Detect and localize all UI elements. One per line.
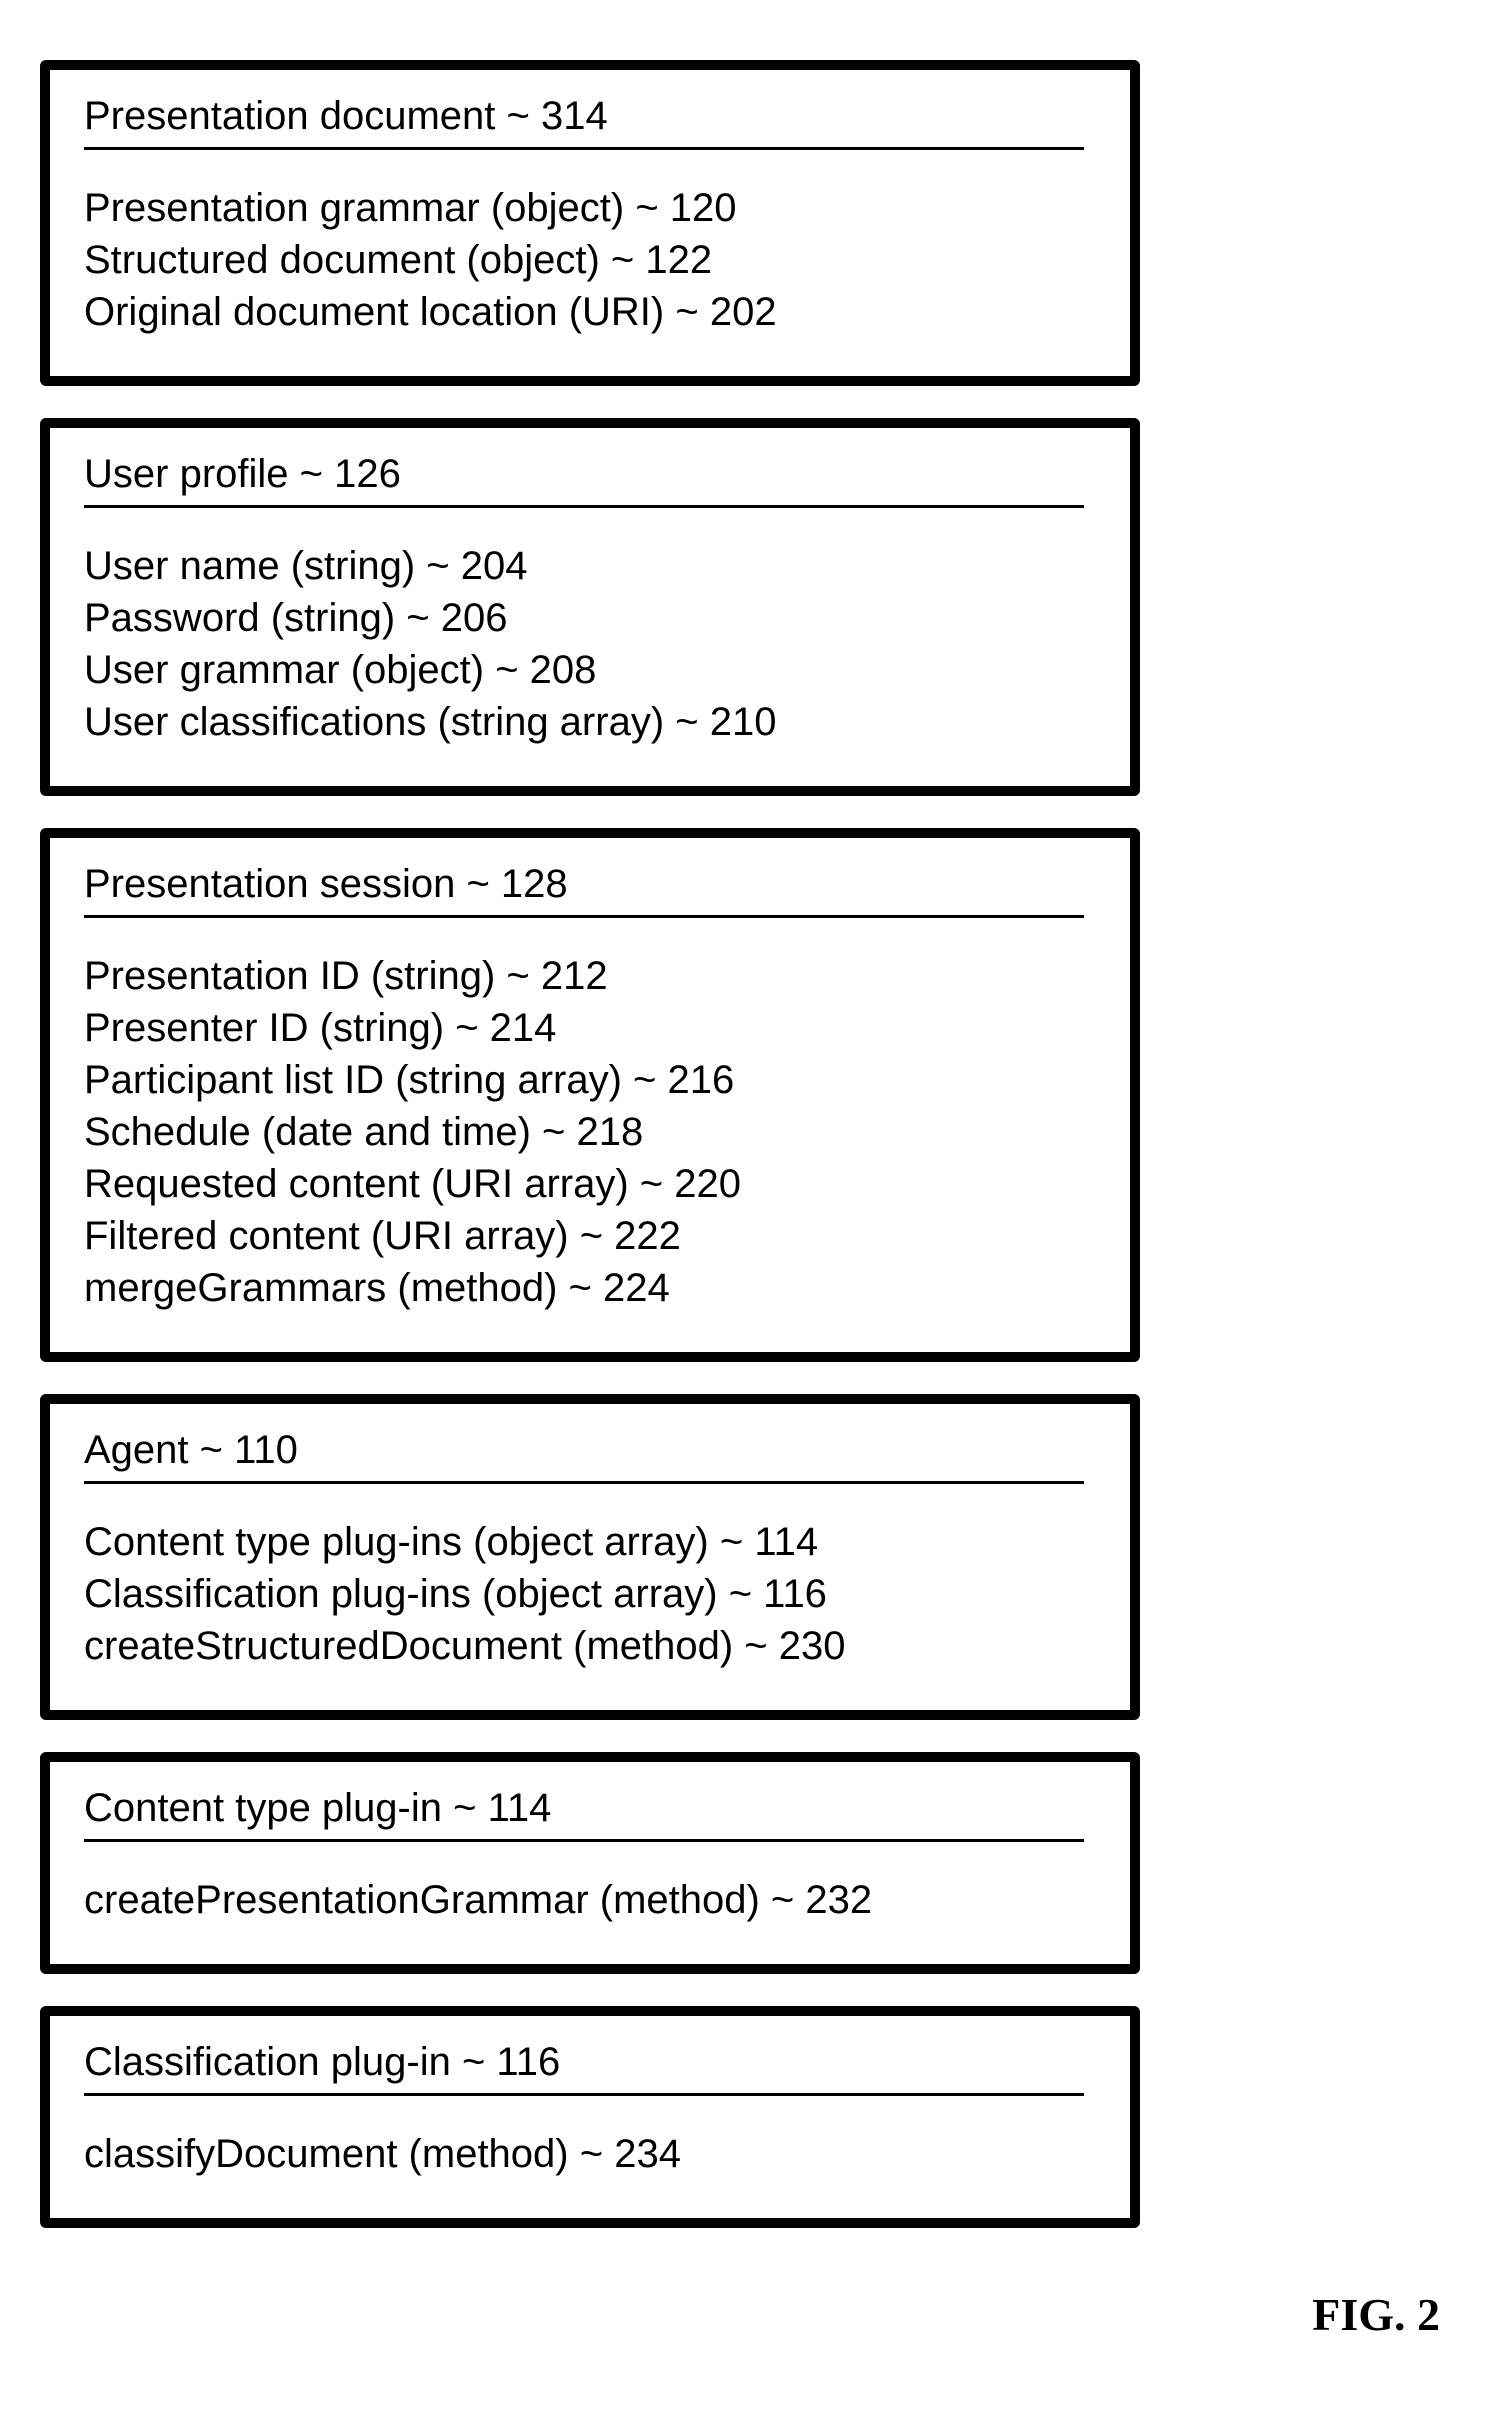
class-box-classification-plugin: Classification plug-in ~ 116 classifyDoc… [40, 2006, 1140, 2228]
class-box-presentation-document: Presentation document ~ 314 Presentation… [40, 60, 1140, 386]
field-row: createPresentationGrammar (method) ~ 232 [84, 1874, 1096, 1926]
field-row: User name (string) ~ 204 [84, 540, 1096, 592]
box-title: User profile ~ 126 [84, 452, 401, 496]
field-row: createStructuredDocument (method) ~ 230 [84, 1620, 1096, 1672]
class-box-presentation-session: Presentation session ~ 128 Presentation … [40, 828, 1140, 1362]
figure-label: FIG. 2 [40, 2288, 1492, 2341]
field-row: Presentation ID (string) ~ 212 [84, 950, 1096, 1002]
field-row: Participant list ID (string array) ~ 216 [84, 1054, 1096, 1106]
field-row: mergeGrammars (method) ~ 224 [84, 1262, 1096, 1314]
title-underline: Presentation session ~ 128 [84, 862, 1084, 918]
title-underline: Content type plug-in ~ 114 [84, 1786, 1084, 1842]
box-title: Content type plug-in ~ 114 [84, 1786, 551, 1830]
field-row: Classification plug-ins (object array) ~… [84, 1568, 1096, 1620]
box-title: Agent ~ 110 [84, 1428, 298, 1472]
field-row: classifyDocument (method) ~ 234 [84, 2128, 1096, 2180]
field-row: User classifications (string array) ~ 21… [84, 696, 1096, 748]
field-row: Presenter ID (string) ~ 214 [84, 1002, 1096, 1054]
box-title: Presentation session ~ 128 [84, 862, 568, 906]
title-underline: Agent ~ 110 [84, 1428, 1084, 1484]
field-row: User grammar (object) ~ 208 [84, 644, 1096, 696]
title-underline: Presentation document ~ 314 [84, 94, 1084, 150]
box-title: Classification plug-in ~ 116 [84, 2040, 560, 2084]
box-title: Presentation document ~ 314 [84, 94, 608, 138]
title-underline: User profile ~ 126 [84, 452, 1084, 508]
field-row: Password (string) ~ 206 [84, 592, 1096, 644]
field-row: Content type plug-ins (object array) ~ 1… [84, 1516, 1096, 1568]
class-box-user-profile: User profile ~ 126 User name (string) ~ … [40, 418, 1140, 796]
class-box-content-type-plugin: Content type plug-in ~ 114 createPresent… [40, 1752, 1140, 1974]
class-box-agent: Agent ~ 110 Content type plug-ins (objec… [40, 1394, 1140, 1720]
field-row: Structured document (object) ~ 122 [84, 234, 1096, 286]
field-row: Filtered content (URI array) ~ 222 [84, 1210, 1096, 1262]
field-row: Requested content (URI array) ~ 220 [84, 1158, 1096, 1210]
field-row: Schedule (date and time) ~ 218 [84, 1106, 1096, 1158]
field-row: Presentation grammar (object) ~ 120 [84, 182, 1096, 234]
field-row: Original document location (URI) ~ 202 [84, 286, 1096, 338]
title-underline: Classification plug-in ~ 116 [84, 2040, 1084, 2096]
